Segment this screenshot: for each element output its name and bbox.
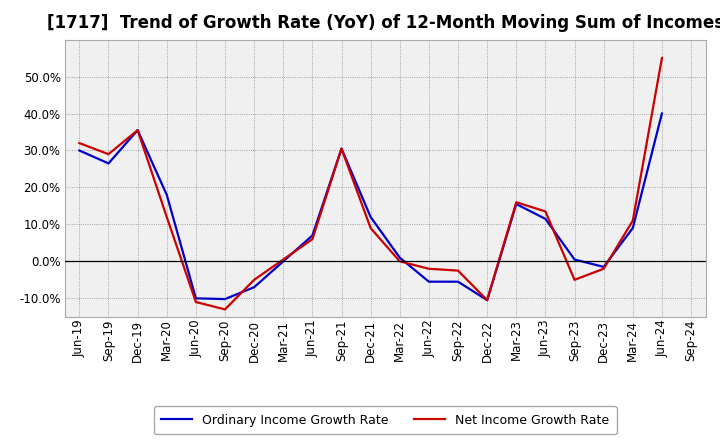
Ordinary Income Growth Rate (279, 259, 287, 264)
Net Income Growth Rate (425, 266, 433, 271)
Ordinary Income Growth Rate (250, 285, 258, 290)
Net Income Growth Rate (483, 297, 492, 303)
Net Income Growth Rate (279, 257, 287, 262)
Ordinary Income Growth Rate (483, 297, 492, 303)
Ordinary Income Growth Rate (512, 202, 521, 207)
Net Income Growth Rate (163, 214, 171, 220)
Net Income Growth Rate (337, 146, 346, 151)
Ordinary Income Growth Rate (395, 255, 404, 260)
Ordinary Income Growth Rate (541, 216, 550, 221)
Net Income Growth Rate (192, 299, 200, 304)
Ordinary Income Growth Rate (337, 146, 346, 151)
Ordinary Income Growth Rate (192, 296, 200, 301)
Net Income Growth Rate (366, 225, 375, 231)
Ordinary Income Growth Rate (599, 264, 608, 270)
Ordinary Income Growth Rate (454, 279, 462, 284)
Line: Net Income Growth Rate: Net Income Growth Rate (79, 58, 662, 309)
Ordinary Income Growth Rate (366, 214, 375, 220)
Net Income Growth Rate (308, 237, 317, 242)
Ordinary Income Growth Rate (220, 297, 229, 302)
Net Income Growth Rate (75, 140, 84, 146)
Ordinary Income Growth Rate (163, 192, 171, 198)
Ordinary Income Growth Rate (657, 111, 666, 116)
Net Income Growth Rate (395, 259, 404, 264)
Net Income Growth Rate (570, 277, 579, 282)
Ordinary Income Growth Rate (75, 148, 84, 153)
Ordinary Income Growth Rate (308, 233, 317, 238)
Ordinary Income Growth Rate (570, 257, 579, 262)
Net Income Growth Rate (220, 307, 229, 312)
Net Income Growth Rate (454, 268, 462, 273)
Ordinary Income Growth Rate (425, 279, 433, 284)
Line: Ordinary Income Growth Rate: Ordinary Income Growth Rate (79, 114, 662, 300)
Net Income Growth Rate (133, 128, 142, 133)
Net Income Growth Rate (104, 151, 113, 157)
Title: [1717]  Trend of Growth Rate (YoY) of 12-Month Moving Sum of Incomes: [1717] Trend of Growth Rate (YoY) of 12-… (47, 15, 720, 33)
Net Income Growth Rate (541, 209, 550, 214)
Net Income Growth Rate (599, 266, 608, 271)
Net Income Growth Rate (512, 200, 521, 205)
Ordinary Income Growth Rate (629, 225, 637, 231)
Net Income Growth Rate (250, 277, 258, 282)
Ordinary Income Growth Rate (104, 161, 113, 166)
Ordinary Income Growth Rate (133, 128, 142, 133)
Net Income Growth Rate (629, 218, 637, 224)
Legend: Ordinary Income Growth Rate, Net Income Growth Rate: Ordinary Income Growth Rate, Net Income … (153, 406, 617, 434)
Net Income Growth Rate (657, 55, 666, 61)
